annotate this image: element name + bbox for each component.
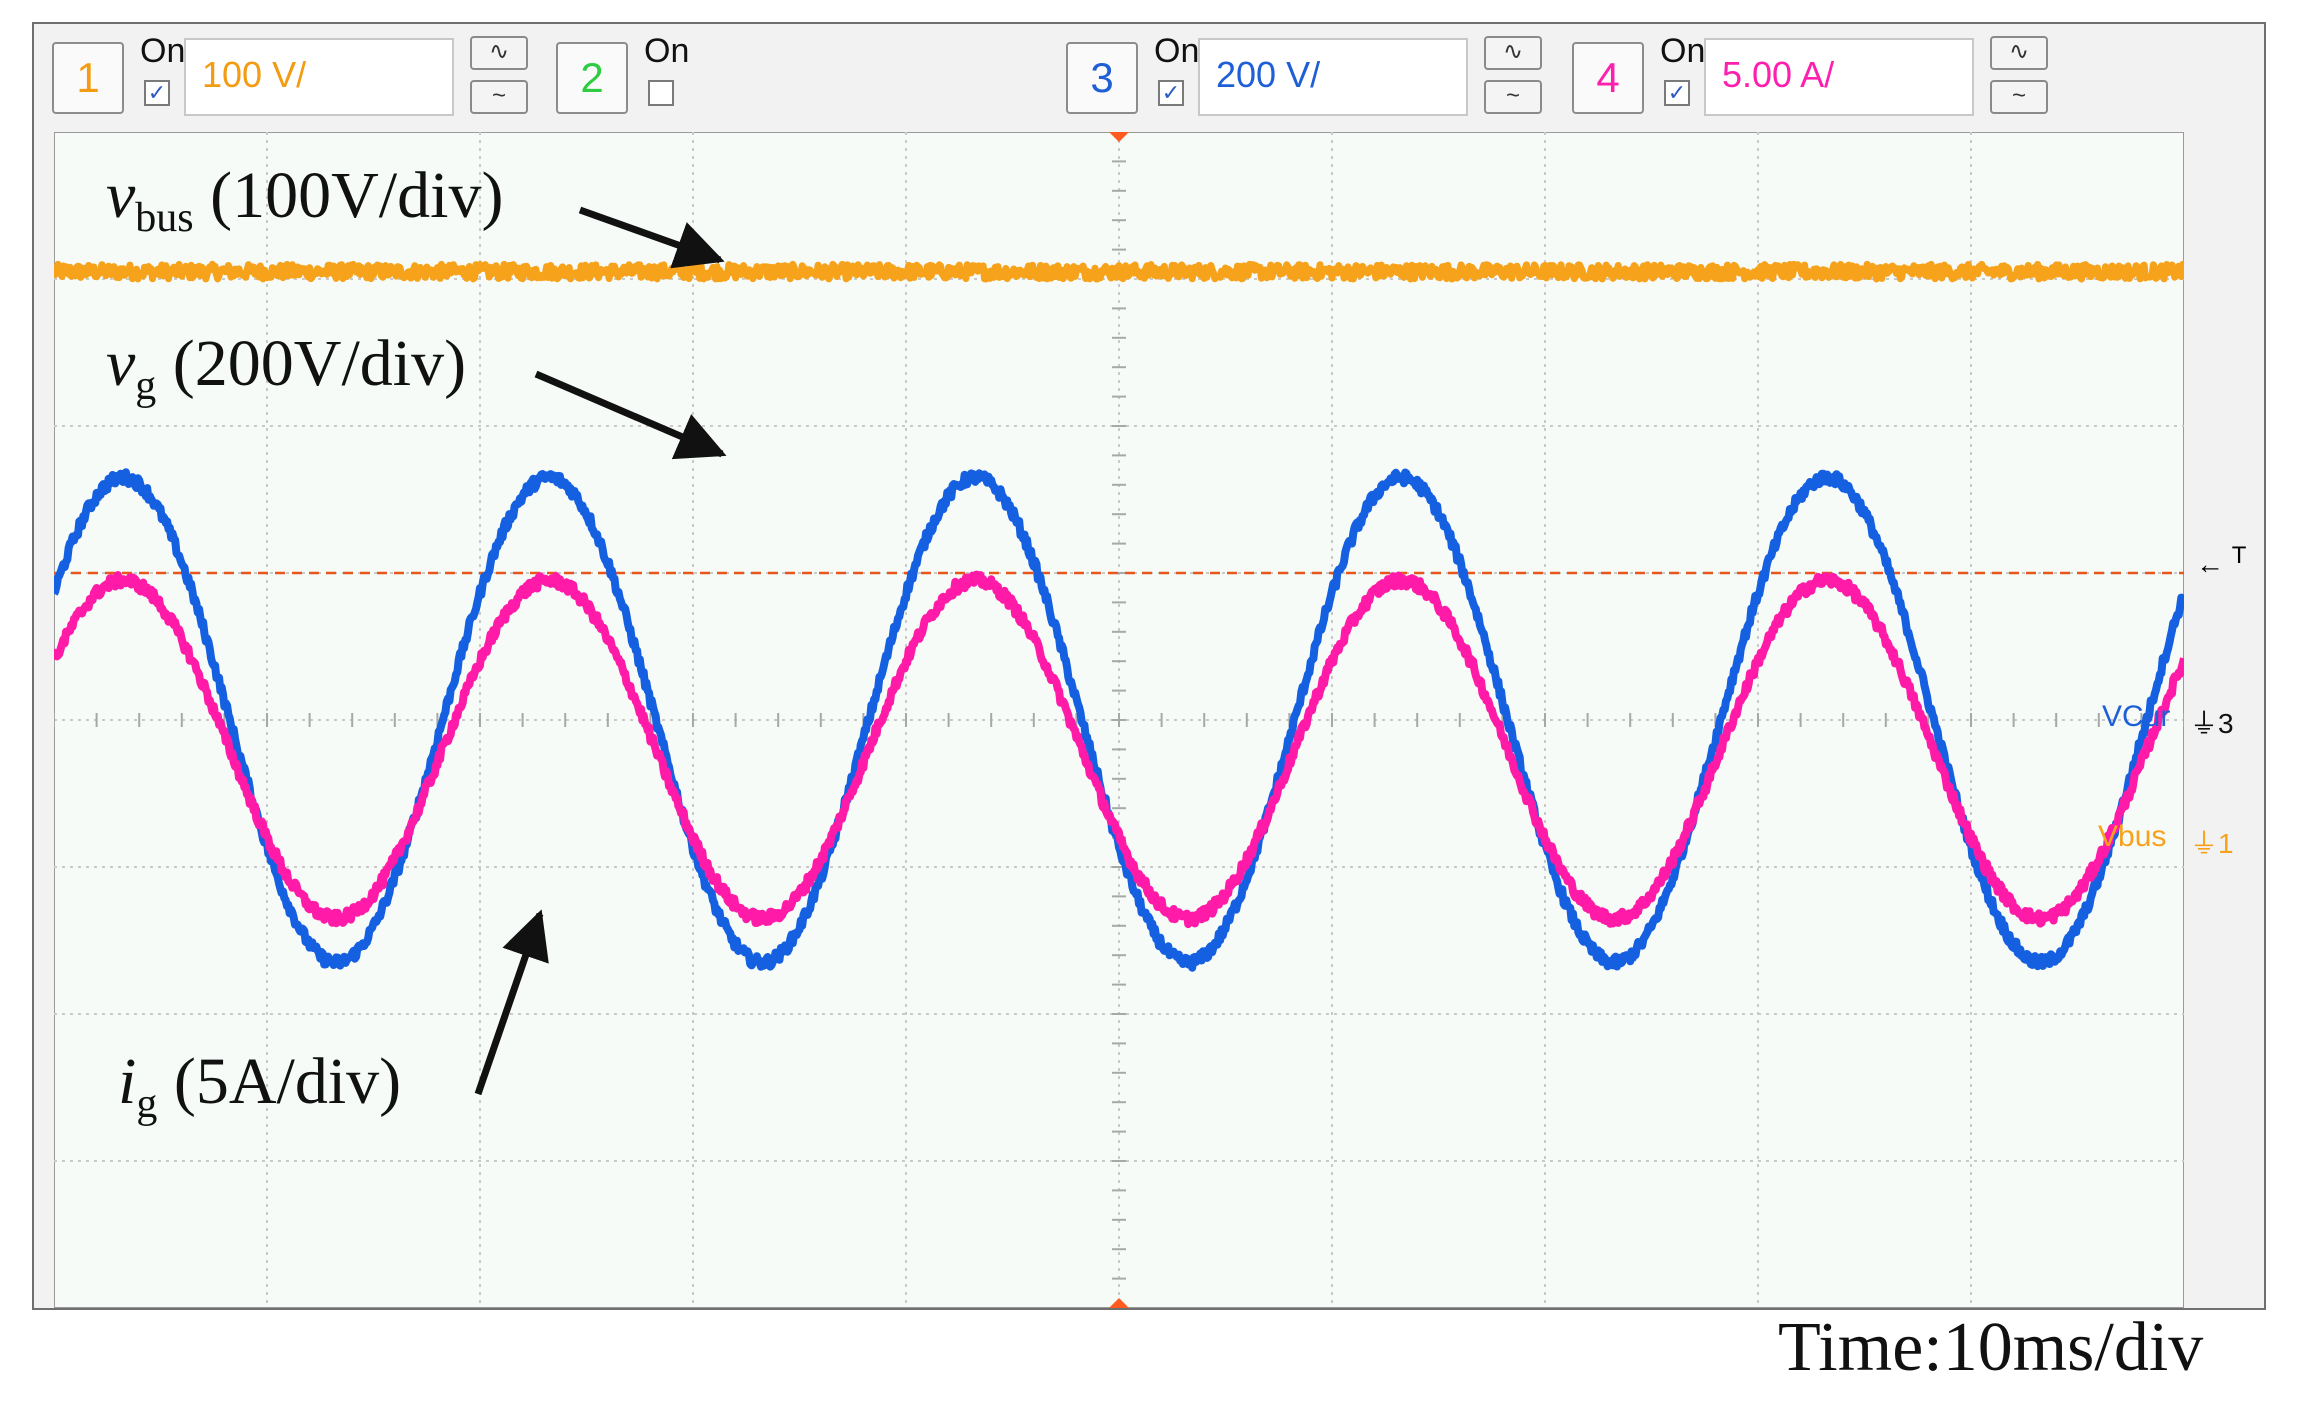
channel-2-on-label: On [644, 32, 690, 70]
channel-4-scale-field[interactable]: 5.00 A/ [1704, 38, 1974, 116]
vg-subscript: g [135, 363, 157, 409]
vbus-reference-number: 1 [2218, 828, 2234, 859]
channel-2-button[interactable]: 2 [556, 42, 628, 114]
trigger-position-marker-top [1109, 132, 1129, 142]
vbus-symbol: v [106, 159, 136, 232]
vbus-subscript: bus [135, 195, 194, 241]
vcur-channel-label: VCur [2102, 700, 2171, 733]
channel-4-on-checkbox[interactable]: ✓ [1664, 80, 1690, 106]
dc-coupling-icon[interactable]: ~ [1990, 80, 2048, 114]
vbus-arrow [578, 206, 725, 269]
trigger-arrow-icon: ← [2196, 548, 2224, 580]
channel-1-scale-field[interactable]: 100 V/ [184, 38, 454, 116]
ground-arrow-icon: ⏚ [2190, 828, 2219, 859]
trigger-level-marker[interactable]: ← T [2196, 542, 2246, 580]
ac-coupling-icon[interactable]: ∿ [470, 36, 528, 70]
channel-2-on-checkbox[interactable] [648, 80, 674, 106]
vbus-channel-label: Vbus [2098, 820, 2167, 853]
vbus-scale-text: (100V/div) [210, 159, 504, 232]
dc-coupling-icon[interactable]: ~ [1484, 80, 1542, 114]
trigger-position-marker-bottom [1109, 1298, 1129, 1308]
ig-symbol: i [118, 1045, 137, 1118]
dc-coupling-icon[interactable]: ~ [470, 80, 528, 114]
ac-coupling-icon[interactable]: ∿ [1990, 36, 2048, 70]
channel-1-on-label: On [140, 32, 186, 70]
series-ig-trace [54, 570, 2184, 929]
vg-symbol: v [106, 327, 136, 400]
waveform-plot [54, 132, 2184, 1308]
channel-3-scale-field[interactable]: 200 V/ [1198, 38, 1468, 116]
vg-scale-text: (200V/div) [172, 327, 467, 400]
vcur-reference-marker[interactable]: ⏚3 [2190, 702, 2234, 742]
waveform-display [54, 132, 2184, 1308]
channel-3-button[interactable]: 3 [1066, 42, 1138, 114]
time-scale-label: Time:10ms/div [1778, 1309, 2204, 1386]
channel-4-button[interactable]: 4 [1572, 42, 1644, 114]
channel-3-on-label: On [1154, 32, 1200, 70]
vg-annotation: vg (200V/div) [106, 326, 466, 410]
series-vbus-trace [54, 260, 2184, 283]
channel-1-on-checkbox[interactable]: ✓ [144, 80, 170, 106]
channel-3-on-checkbox[interactable]: ✓ [1158, 80, 1184, 106]
channel-4-on-label: On [1660, 32, 1706, 70]
vcur-reference-number: 3 [2218, 708, 2234, 739]
vbus-annotation: vbus (100V/div) [106, 158, 503, 242]
ig-scale-text: (5A/div) [173, 1045, 402, 1118]
ig-annotation: ig (5A/div) [118, 1044, 401, 1128]
oscilloscope-window: 1 On ✓ 100 V/ ∿ ~ 2 On 3 On ✓ 200 V/ ∿ ~… [32, 22, 2266, 1310]
vg-arrow [534, 370, 727, 460]
vbus-reference-marker[interactable]: ⏚1 [2190, 822, 2234, 862]
ig-arrow [474, 909, 549, 1096]
trigger-marker-label: T [2231, 542, 2247, 569]
channel-1-button[interactable]: 1 [52, 42, 124, 114]
ground-arrow-icon: ⏚ [2190, 708, 2219, 739]
ac-coupling-icon[interactable]: ∿ [1484, 36, 1542, 70]
ig-subscript: g [136, 1081, 158, 1127]
